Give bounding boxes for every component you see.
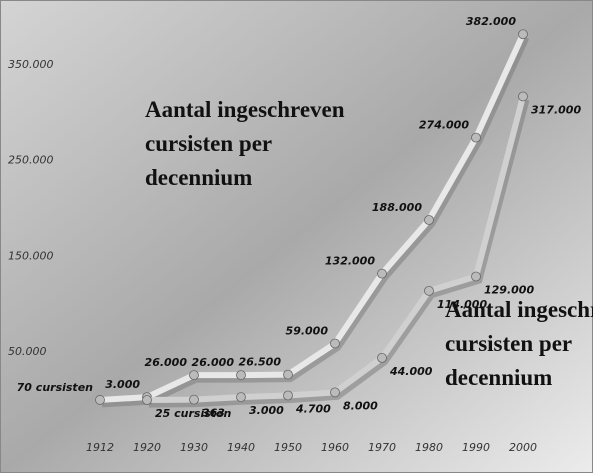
point [284, 391, 293, 400]
y-tick-label: 50.000 [8, 345, 47, 358]
point [237, 393, 246, 402]
point [472, 133, 481, 142]
value-label: 274.000 [419, 119, 469, 132]
point [143, 395, 152, 404]
value-label: 70 cursisten [17, 381, 93, 394]
x-tick-label: 1930 [180, 441, 208, 454]
point [519, 30, 528, 39]
value-label: 114.000 [437, 298, 487, 311]
value-label: 3.000 [249, 404, 284, 417]
chart: Aantal ingeschrevencursisten perdecenniu… [0, 0, 593, 473]
value-label: 26.500 [239, 356, 282, 369]
value-label: 26.000 [192, 356, 235, 369]
x-tick-label: 1960 [321, 441, 349, 454]
x-tick-label: 1970 [368, 441, 396, 454]
x-tick-label: 1940 [227, 441, 255, 454]
value-label: 3.000 [105, 378, 140, 391]
value-label: 4.700 [295, 402, 331, 415]
value-label: 132.000 [325, 255, 375, 268]
point [237, 371, 246, 380]
x-tick-label: 1920 [133, 441, 161, 454]
y-tick-label: 150.000 [8, 249, 54, 262]
x-tick-label: 1980 [415, 441, 443, 454]
value-label: 59.000 [286, 325, 329, 338]
point [190, 371, 199, 380]
point [425, 286, 434, 295]
value-label: 382.000 [466, 15, 516, 28]
point [331, 388, 340, 397]
value-label: 8.000 [343, 399, 378, 412]
value-label: 317.000 [531, 103, 581, 116]
value-label: 26.000 [145, 356, 188, 369]
value-label: 363 [202, 407, 225, 420]
point [519, 92, 528, 101]
value-label: 129.000 [484, 283, 534, 296]
value-label: 188.000 [372, 201, 422, 214]
point [96, 395, 105, 404]
point [331, 339, 340, 348]
x-tick-label: 1990 [462, 441, 490, 454]
point [425, 215, 434, 224]
point [378, 353, 387, 362]
y-tick-label: 250.000 [8, 154, 54, 167]
point [378, 269, 387, 278]
x-tick-label: 1950 [274, 441, 302, 454]
point [284, 370, 293, 379]
y-tick-label: 350.000 [8, 58, 54, 71]
x-tick-label: 2000 [509, 441, 537, 454]
x-tick-label: 1912 [86, 441, 114, 454]
point [190, 395, 199, 404]
point [472, 272, 481, 281]
value-label: 44.000 [389, 365, 433, 378]
